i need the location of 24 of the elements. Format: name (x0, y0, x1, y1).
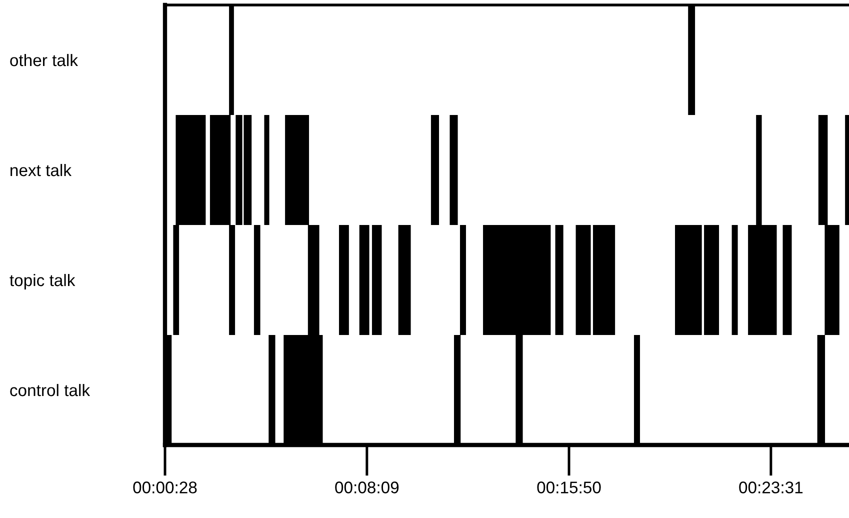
x-tick-label: 00:00:28 (133, 482, 197, 494)
bar (576, 225, 591, 335)
bar (675, 225, 702, 335)
y-tick-label: other talk (10, 54, 78, 66)
bar (254, 225, 260, 335)
bar (450, 115, 458, 225)
y-tick-label: topic talk (10, 274, 76, 290)
y-tick-label: next talk (10, 164, 72, 176)
x-tick-label: 00:08:09 (335, 482, 399, 494)
bar (430, 115, 440, 225)
bar (782, 225, 792, 335)
bar (264, 115, 270, 225)
x-tick-label: 00:23:31 (739, 482, 803, 494)
x-tick-label: 00:15:50 (537, 482, 601, 494)
bar (845, 115, 849, 225)
bar (398, 225, 411, 335)
bar (555, 225, 564, 335)
bar (359, 225, 370, 335)
bar (592, 225, 616, 335)
bar (732, 225, 738, 335)
y-tick-label: control talk (10, 384, 90, 396)
bar (338, 225, 349, 335)
bar (372, 225, 382, 335)
bar (704, 225, 720, 335)
